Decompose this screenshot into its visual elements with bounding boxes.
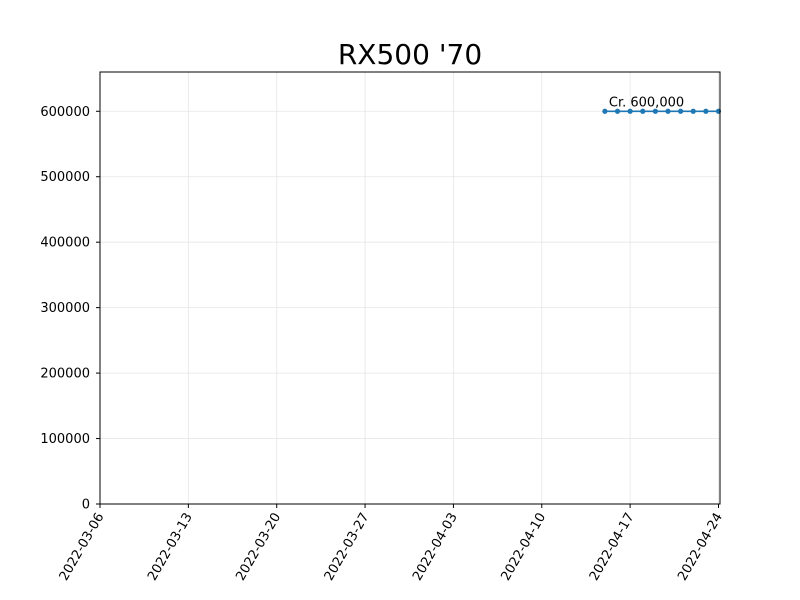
x-tick-label: 2022-04-03 bbox=[410, 510, 461, 583]
series-layer bbox=[602, 108, 722, 114]
x-tick-label: 2022-03-06 bbox=[57, 511, 108, 584]
y-tick-label: 100000 bbox=[40, 432, 90, 447]
annotations: Cr. 600,000 bbox=[609, 95, 684, 110]
x-tick-label: 2022-04-17 bbox=[587, 511, 638, 584]
data-point bbox=[627, 108, 633, 114]
axes: 0 100000 200000 300000 400000 500000 600000 202… bbox=[40, 71, 726, 584]
y-tick-label: 500000 bbox=[40, 170, 90, 185]
x-tick-label: 2022-04-24 bbox=[675, 511, 726, 584]
x-tick-label: 2022-04-10 bbox=[498, 511, 549, 584]
y-tick-label: 200000 bbox=[40, 367, 90, 382]
data-point bbox=[690, 108, 696, 114]
data-point bbox=[678, 108, 684, 114]
y-tick-label: 600000 bbox=[40, 105, 90, 120]
data-point bbox=[703, 108, 709, 114]
y-tick-label: 0 bbox=[82, 498, 90, 513]
x-tick-label: 2022-03-13 bbox=[145, 511, 196, 584]
data-point bbox=[665, 108, 671, 114]
y-tick-label: 400000 bbox=[40, 236, 90, 251]
data-point bbox=[640, 108, 646, 114]
data-point bbox=[652, 108, 658, 114]
x-tick-label: 2022-03-20 bbox=[233, 511, 284, 584]
annotation-label: Cr. 600,000 bbox=[609, 95, 684, 110]
x-tick-label: 2022-03-27 bbox=[322, 511, 373, 584]
grid bbox=[99, 72, 720, 505]
plot-frame bbox=[99, 71, 721, 505]
data-point bbox=[602, 108, 608, 114]
data-point bbox=[614, 108, 621, 114]
chart-title: RX500 '70 bbox=[338, 38, 482, 71]
y-tick-label: 300000 bbox=[40, 301, 90, 316]
